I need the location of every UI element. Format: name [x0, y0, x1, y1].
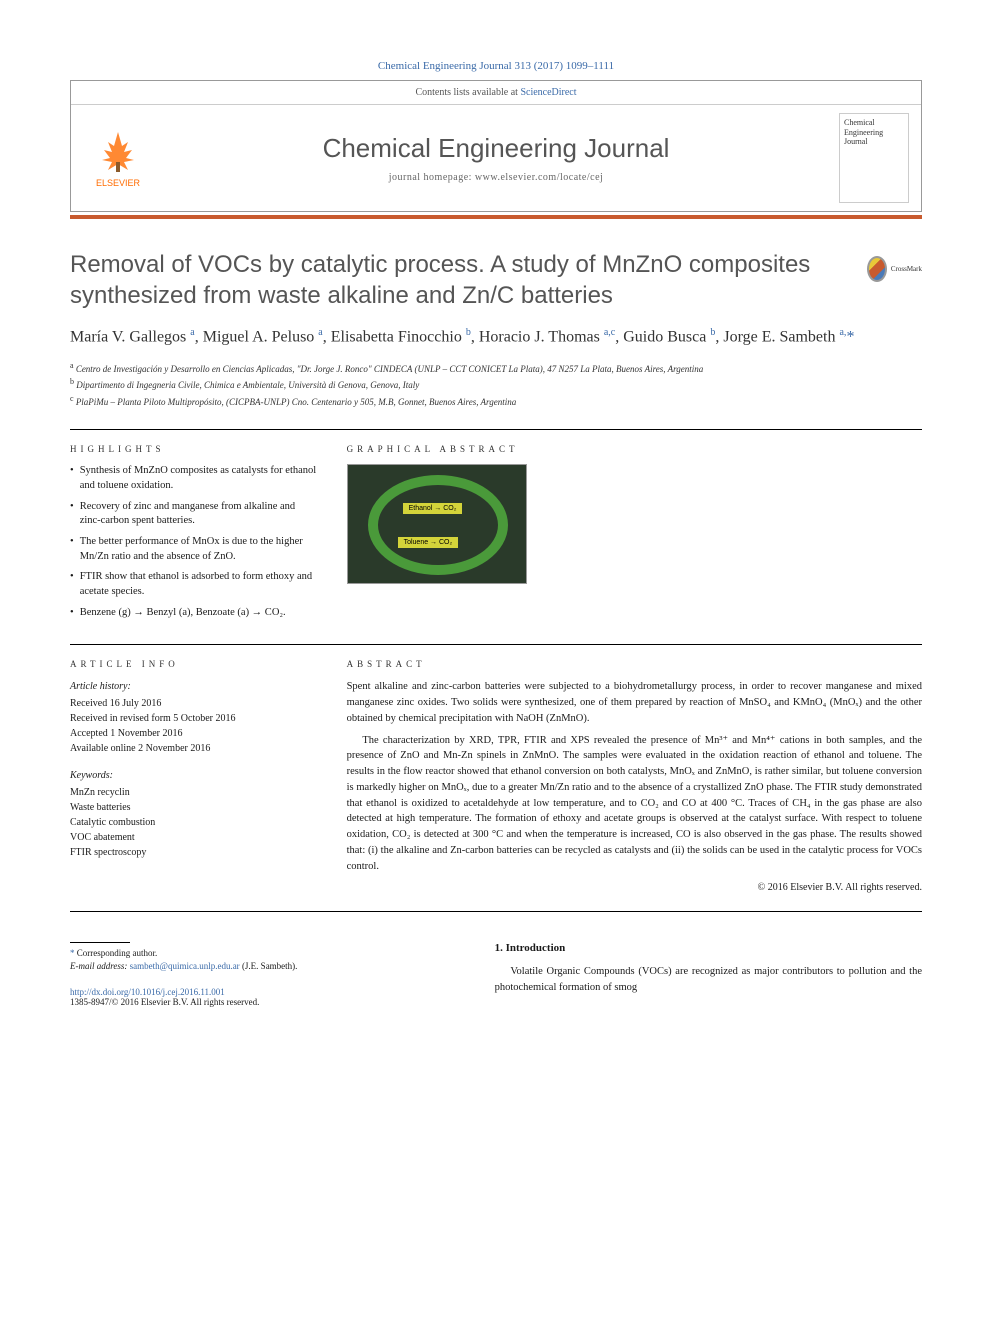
affiliation-line: c PlaPiMu – Planta Piloto Multipropósito… [70, 393, 922, 410]
sciencedirect-link[interactable]: ScienceDirect [520, 87, 576, 98]
history-line: Accepted 1 November 2016 [70, 726, 317, 741]
corresponding-author: Corresponding author. [77, 948, 158, 958]
journal-cover-thumb: Chemical Engineering Journal [839, 113, 909, 203]
email-suffix: (J.E. Sambeth). [242, 961, 298, 971]
footnote-separator [70, 942, 130, 943]
history-heading: Article history: [70, 679, 317, 694]
abstract-text: Spent alkaline and zinc-carbon batteries… [347, 679, 922, 874]
accent-bar [70, 215, 922, 219]
email-link[interactable]: sambeth@quimica.unlp.edu.ar [130, 961, 240, 971]
contents-prefix: Contents lists available at [415, 87, 520, 98]
abstract-copyright: © 2016 Elsevier B.V. All rights reserved… [347, 882, 922, 893]
homepage-url: www.elsevier.com/locate/cej [475, 172, 603, 183]
email-label: E-mail address: [70, 961, 127, 971]
keyword-line: MnZn recyclin [70, 785, 317, 800]
journal-homepage: journal homepage: www.elsevier.com/locat… [153, 172, 839, 183]
keywords-block: Keywords: MnZn recyclinWaste batteriesCa… [70, 768, 317, 860]
crossmark-badge[interactable]: CrossMark [867, 249, 922, 289]
article-title: Removal of VOCs by catalytic process. A … [70, 249, 847, 311]
article-info-label: ARTICLE INFO [70, 659, 317, 669]
abstract-paragraph: The characterization by XRD, TPR, FTIR a… [347, 733, 922, 875]
history-line: Available online 2 November 2016 [70, 741, 317, 756]
authors-line: María V. Gallegos a, Miguel A. Peluso a,… [70, 325, 922, 349]
elsevier-name: ELSEVIER [96, 178, 140, 188]
highlight-item: Recovery of zinc and manganese from alka… [80, 500, 317, 529]
cover-line-3: Journal [844, 137, 904, 147]
cover-line-1: Chemical [844, 118, 904, 128]
highlights-list: Synthesis of MnZnO composites as catalys… [70, 464, 317, 620]
sciencedirect-line: Contents lists available at ScienceDirec… [71, 81, 921, 105]
affiliation-line: b Dipartimento di Ingegneria Civile, Chi… [70, 376, 922, 393]
article-info: Article history: Received 16 July 2016Re… [70, 679, 317, 756]
abstract-label: ABSTRACT [347, 659, 922, 669]
introduction-text: Volatile Organic Compounds (VOCs) are re… [495, 964, 922, 996]
highlights-label: HIGHLIGHTS [70, 444, 317, 454]
footnotes: * Corresponding author. E-mail address: … [70, 947, 465, 972]
issn-copyright: 1385-8947/© 2016 Elsevier B.V. All right… [70, 997, 465, 1007]
cover-line-2: Engineering [844, 128, 904, 138]
history-line: Received in revised form 5 October 2016 [70, 711, 317, 726]
doi-link[interactable]: http://dx.doi.org/10.1016/j.cej.2016.11.… [70, 987, 225, 997]
homepage-prefix: journal homepage: [389, 172, 475, 183]
highlight-item: FTIR show that ethanol is adsorbed to fo… [80, 570, 317, 599]
elsevier-logo: ELSEVIER [83, 118, 153, 198]
introduction-heading: 1. Introduction [495, 942, 922, 954]
journal-header: Contents lists available at ScienceDirec… [70, 80, 922, 212]
divider [70, 911, 922, 912]
divider [70, 644, 922, 645]
ga-label-toluene: Toluene → CO₂ [398, 537, 459, 548]
ga-label-ethanol: Ethanol → CO₂ [403, 503, 463, 514]
affiliations: a Centro de Investigación y Desarrollo e… [70, 360, 922, 410]
highlight-item: Synthesis of MnZnO composites as catalys… [80, 464, 317, 493]
highlight-item: The better performance of MnOx is due to… [80, 535, 317, 564]
graphical-abstract-label: GRAPHICAL ABSTRACT [347, 444, 922, 454]
divider [70, 429, 922, 430]
keyword-line: FTIR spectroscopy [70, 845, 317, 860]
doi-block: http://dx.doi.org/10.1016/j.cej.2016.11.… [70, 987, 465, 1007]
citation-line: Chemical Engineering Journal 313 (2017) … [70, 60, 922, 72]
highlight-item: Benzene (g) → Benzyl (a), Benzoate (a) →… [80, 606, 286, 621]
crossmark-icon [867, 256, 887, 282]
journal-name: Chemical Engineering Journal [153, 133, 839, 164]
elsevier-tree-icon [94, 128, 142, 176]
keyword-line: Waste batteries [70, 800, 317, 815]
graphical-abstract-image: Ethanol → CO₂ Toluene → CO₂ [347, 464, 527, 584]
abstract-paragraph: Spent alkaline and zinc-carbon batteries… [347, 679, 922, 726]
keyword-line: Catalytic combustion [70, 815, 317, 830]
history-line: Received 16 July 2016 [70, 696, 317, 711]
crossmark-label: CrossMark [891, 265, 922, 273]
keywords-heading: Keywords: [70, 768, 317, 783]
keyword-line: VOC abatement [70, 830, 317, 845]
affiliation-line: a Centro de Investigación y Desarrollo e… [70, 360, 922, 377]
